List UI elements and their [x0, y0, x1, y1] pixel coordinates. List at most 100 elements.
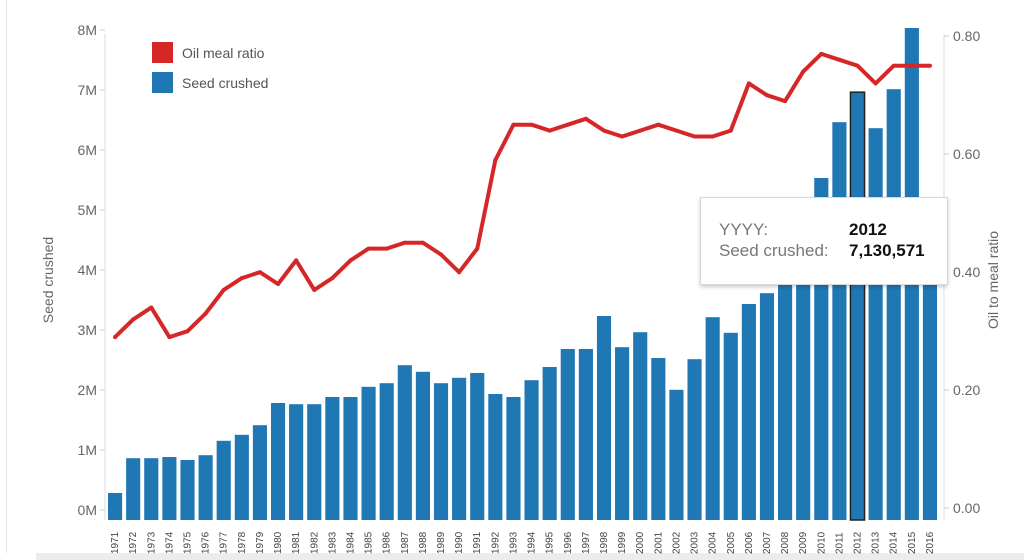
ratio-point-1985[interactable]: [366, 246, 371, 251]
bar-1973[interactable]: [144, 458, 159, 520]
bar-1995[interactable]: [542, 367, 557, 520]
ratio-point-1993[interactable]: [511, 122, 516, 127]
ratio-point-2010[interactable]: [819, 51, 824, 56]
ratio-point-2015[interactable]: [909, 63, 914, 68]
bar-1990[interactable]: [452, 377, 467, 520]
bar-2016[interactable]: [922, 250, 938, 520]
bar-1994[interactable]: [524, 380, 539, 520]
bar-1978[interactable]: [234, 434, 249, 520]
bar-1997[interactable]: [578, 349, 593, 520]
ratio-point-1980[interactable]: [276, 282, 281, 286]
ratio-point-1976[interactable]: [203, 311, 208, 316]
bar-1992[interactable]: [488, 394, 503, 520]
bar-2013[interactable]: [868, 128, 883, 520]
bar-2012[interactable]: [849, 91, 866, 521]
ratio-point-1971[interactable]: [113, 335, 118, 340]
tooltip-row-seed: Seed crushed: 7,130,571: [719, 240, 925, 261]
bar-1998[interactable]: [596, 316, 612, 520]
ratio-point-1979[interactable]: [257, 270, 262, 275]
ratio-point-1983[interactable]: [330, 276, 335, 281]
bar-2001[interactable]: [651, 358, 666, 520]
ratio-point-1977[interactable]: [221, 287, 226, 292]
bar-1983[interactable]: [325, 397, 340, 520]
bar-1984[interactable]: [343, 397, 358, 520]
bar-1993[interactable]: [506, 397, 521, 520]
ratio-point-1975[interactable]: [185, 329, 190, 334]
bar-2003[interactable]: [687, 359, 702, 520]
bar-1981[interactable]: [289, 404, 304, 520]
bar-1980[interactable]: [270, 403, 286, 520]
bar-1971[interactable]: [108, 493, 123, 520]
bar-2006[interactable]: [741, 304, 756, 520]
bar-2011[interactable]: [832, 122, 847, 520]
ratio-point-2006[interactable]: [746, 81, 751, 86]
ratio-point-1982[interactable]: [312, 287, 317, 292]
ratio-point-1998[interactable]: [601, 128, 606, 133]
ratio-point-1972[interactable]: [131, 317, 136, 322]
ratio-point-2005[interactable]: [728, 128, 733, 133]
bar-2014[interactable]: [886, 89, 901, 520]
bar-2009[interactable]: [796, 244, 811, 520]
bar-2005[interactable]: [723, 332, 738, 520]
x-tick-label: 2015: [907, 531, 918, 554]
bar-2002[interactable]: [669, 389, 684, 520]
bar-1996[interactable]: [560, 349, 575, 520]
x-tick-label: 1982: [309, 531, 320, 554]
bar-1974[interactable]: [162, 457, 177, 520]
ratio-point-1989[interactable]: [439, 252, 444, 257]
ratio-point-1991[interactable]: [475, 246, 480, 251]
ratio-point-1992[interactable]: [493, 158, 498, 163]
ratio-point-1996[interactable]: [565, 122, 570, 127]
ratio-point-2002[interactable]: [674, 128, 679, 133]
bar-2007[interactable]: [759, 293, 775, 520]
bar-1989[interactable]: [433, 383, 449, 520]
ratio-point-1988[interactable]: [420, 240, 425, 245]
x-tick-label: 1995: [545, 531, 556, 554]
x-tick-label: 1974: [164, 531, 175, 554]
bar-1975[interactable]: [180, 460, 195, 520]
ratio-point-1987[interactable]: [402, 240, 407, 245]
ratio-point-2016[interactable]: [927, 63, 932, 68]
x-tick-label: 2000: [635, 531, 646, 554]
ratio-point-1997[interactable]: [583, 116, 588, 121]
ratio-point-2000[interactable]: [638, 128, 643, 133]
ratio-point-1984[interactable]: [348, 258, 353, 263]
ratio-point-1999[interactable]: [620, 134, 625, 139]
x-tick-label: 1996: [563, 531, 574, 554]
x-tick-label: 1978: [237, 531, 248, 554]
ratio-point-2014[interactable]: [891, 63, 896, 68]
ratio-point-2001[interactable]: [656, 122, 661, 127]
ratio-point-1973[interactable]: [149, 305, 154, 310]
bar-1991[interactable]: [470, 373, 485, 520]
ratio-point-1986[interactable]: [384, 246, 389, 251]
ratio-point-2007[interactable]: [764, 93, 769, 98]
bar-1986[interactable]: [379, 383, 394, 520]
bar-1987[interactable]: [397, 365, 412, 520]
horizontal-scrollbar[interactable]: [36, 553, 1024, 560]
ratio-point-2009[interactable]: [801, 69, 806, 74]
bar-2008[interactable]: [778, 262, 793, 520]
ratio-point-1981[interactable]: [294, 258, 299, 263]
bar-1972[interactable]: [126, 458, 141, 520]
ratio-point-1990[interactable]: [457, 270, 462, 275]
bar-2000[interactable]: [633, 332, 648, 520]
ratio-point-1974[interactable]: [167, 335, 172, 340]
bar-1982[interactable]: [307, 404, 322, 520]
ratio-point-1995[interactable]: [547, 128, 552, 133]
ratio-point-2011[interactable]: [837, 57, 842, 62]
ratio-point-2008[interactable]: [783, 99, 788, 104]
bar-1988[interactable]: [415, 371, 430, 520]
bar-2004[interactable]: [705, 317, 720, 520]
bar-1976[interactable]: [198, 455, 213, 520]
ratio-point-2012[interactable]: [855, 63, 860, 68]
left-tick-label: 6M: [78, 142, 97, 158]
ratio-point-1994[interactable]: [529, 122, 534, 127]
ratio-point-1978[interactable]: [239, 276, 244, 281]
bar-1977[interactable]: [216, 440, 231, 520]
ratio-point-2003[interactable]: [692, 134, 697, 139]
ratio-point-2013[interactable]: [873, 81, 878, 86]
ratio-point-2004[interactable]: [710, 134, 715, 139]
bar-1979[interactable]: [252, 425, 267, 520]
bar-1985[interactable]: [361, 386, 376, 520]
bar-1999[interactable]: [615, 347, 630, 520]
